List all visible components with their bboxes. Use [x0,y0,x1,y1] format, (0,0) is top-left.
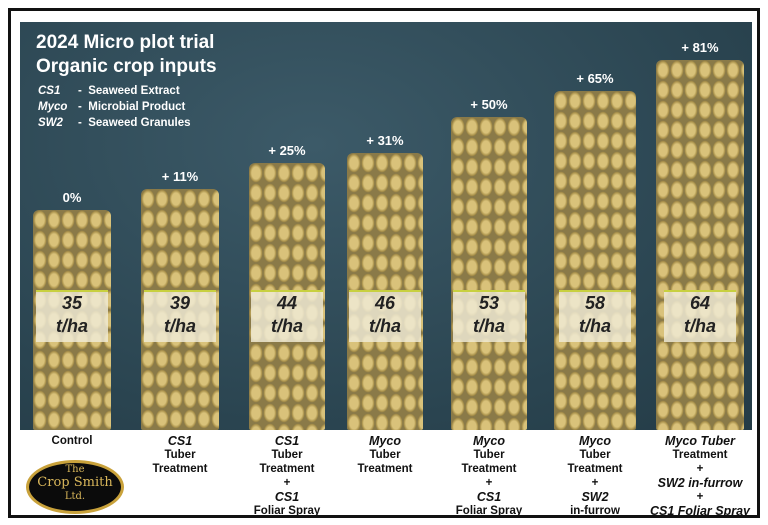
category-label-line: Tuber [271,449,303,461]
category-label-line: + [485,477,493,489]
yield-unit: t/ha [472,316,505,336]
yield-value: 46 [374,293,396,313]
legend-sep: - [78,101,82,113]
yield-unit: t/ha [270,316,303,336]
yield-unit: t/ha [368,316,401,336]
category-label-line: Treatment [672,449,728,461]
category-label-line: Tuber [369,449,401,461]
category-label: Myco Tuber Treatment + CS1 Foliar Spray [434,434,544,518]
category-label: CS1 Tuber Treatment [125,434,235,476]
yield-value: 35 [61,293,83,313]
category-label-line: CS1 [274,490,300,504]
legend-desc: Seaweed Granules [88,117,191,129]
yield-label: 39 t/ha [144,290,216,342]
category-label-line: Control [51,435,93,447]
category-label-line: Treatment [259,463,315,475]
category-label-line: SW2 [581,490,609,504]
legend-desc: Microbial Product [88,101,186,113]
legend-abbr: Myco [38,101,68,113]
category-label-line: CS1 [274,434,300,448]
increase-label: + 81% [681,40,719,55]
potato-column [554,91,636,430]
legend-item: SW2 - Seaweed Granules [38,116,191,130]
yield-label: 44 t/ha [251,290,323,342]
yield-label: 53 t/ha [453,290,525,342]
logo-line: The [65,464,85,475]
potato-column [451,116,527,430]
title-line-1: 2024 Micro plot trial [36,32,215,53]
category-label: Control [17,434,127,448]
category-label-line: SW2 in-furrow [657,476,743,490]
category-label-line: Myco [579,434,611,448]
trial-photo: 2024 Micro plot trial Organic crop input… [20,22,752,430]
category-label: Myco Tuber Treatment + SW2 in-furrow + CS1 Fo… [645,434,755,518]
yield-value: 58 [584,293,606,313]
category-label-line: in-furrow [570,505,620,517]
category-label-line: Myco [369,434,401,448]
legend-item: Myco - Microbial Product [38,100,185,114]
legend-abbr: CS1 [38,85,61,97]
yield-value: 53 [478,293,500,313]
category-label-line: CS1 [167,434,193,448]
category-label-line: CS1 [476,490,502,504]
potato-column [656,60,744,430]
legend-sep: - [78,85,82,97]
logo-line: Ltd. [64,491,86,502]
increase-label: + 50% [470,96,508,112]
category-label-line: Treatment [152,463,208,475]
increase-label: + 65% [576,71,614,87]
crop-smith-logo: The Crop Smith Ltd. [26,460,124,514]
category-label-line: Treatment [357,463,413,475]
category-label-line: + [696,463,704,475]
legend-item: CS1 - Seaweed Extract [38,84,180,98]
yield-value: 44 [276,293,298,313]
yield-unit: t/ha [683,316,716,336]
yield-unit: t/ha [163,316,196,336]
title-line-2: Organic crop inputs [36,56,217,77]
category-label-line: Foliar Spray [253,505,321,517]
category-label: Myco Tuber Treatment [330,434,440,476]
yield-label: 46 t/ha [349,290,421,342]
yield-label: 35 t/ha [36,290,108,342]
category-label: CS1 Tuber Treatment + CS1 Foliar Spray [232,434,342,518]
increase-label: + 31% [366,133,404,149]
increase-label: + 11% [161,169,199,185]
legend-sep: - [78,117,82,129]
category-label-line: + [696,491,704,503]
logo-line: Crop Smith [37,475,113,490]
yield-unit: t/ha [55,316,88,336]
category-label-line: CS1 Foliar Spray [649,504,751,518]
increase-label: + 25% [268,143,306,159]
increase-label: 0% [62,190,82,205]
category-label-line: Tuber [579,449,611,461]
category-label-line: Treatment [461,463,517,475]
category-label-line: Foliar Spray [455,505,523,517]
yield-value: 64 [689,293,711,313]
legend-desc: Seaweed Extract [88,85,180,97]
page-title: 2024 Micro plot trial Organic crop input… [36,31,217,79]
category-label-line: + [591,477,599,489]
yield-unit: t/ha [578,316,611,336]
category-label-line: Myco [473,434,505,448]
yield-value: 39 [169,293,191,313]
category-label-line: Tuber [164,449,196,461]
category-label-line: + [283,477,291,489]
category-label: Myco Tuber Treatment + SW2 in-furrow [540,434,650,518]
yield-label: 58 t/ha [559,290,631,342]
category-label-line: Treatment [567,463,623,475]
category-label-line: Myco Tuber [665,434,735,448]
legend-abbr: SW2 [38,117,63,129]
yield-label: 64 t/ha [664,290,736,342]
category-label-line: Tuber [473,449,505,461]
